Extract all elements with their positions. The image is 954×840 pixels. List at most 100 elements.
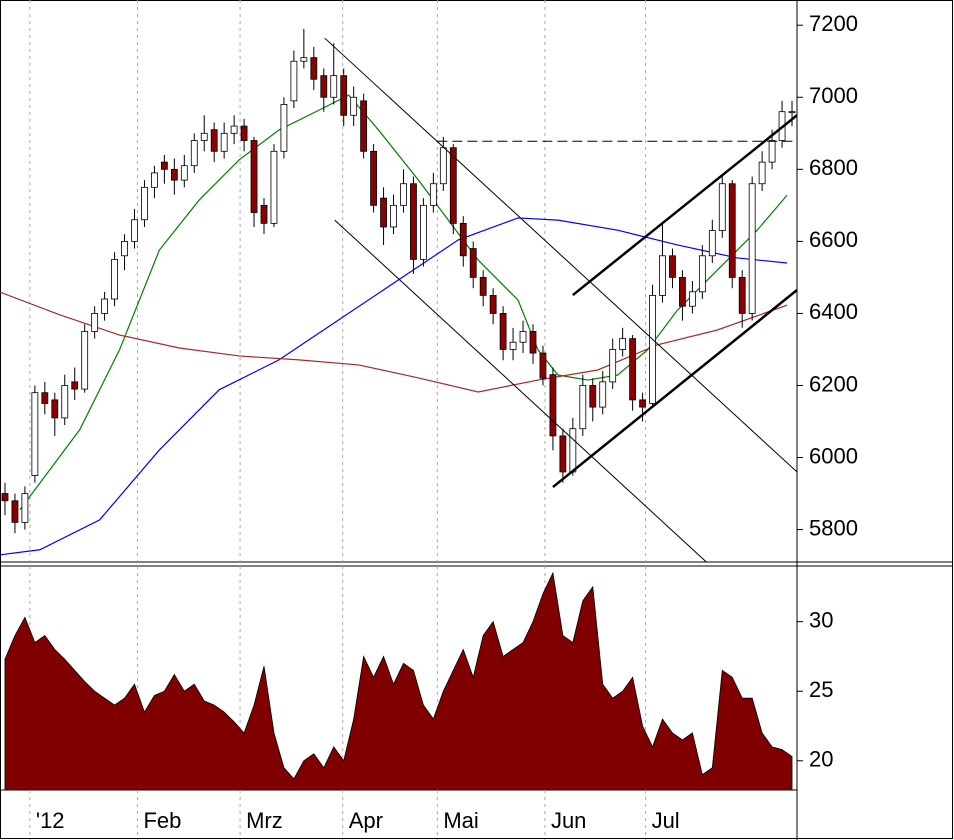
- candle-body: [51, 399, 59, 419]
- candle-body: [340, 75, 348, 116]
- candle-body: [131, 219, 138, 242]
- candle-body: [280, 104, 288, 152]
- candle-body: [559, 435, 567, 473]
- candle-body: [230, 125, 238, 134]
- candle-body: [429, 183, 437, 206]
- candle-body: [180, 165, 188, 181]
- candle-body: [21, 493, 29, 523]
- candle-body: [81, 331, 89, 390]
- candle-body: [599, 381, 607, 408]
- y-tick-label: 6200: [809, 371, 858, 396]
- candle-body: [101, 298, 109, 314]
- candle-body: [698, 255, 706, 293]
- candle-body: [390, 204, 397, 228]
- x-tick-label: Jul: [652, 808, 680, 833]
- candle-body: [539, 352, 547, 379]
- candle-body: [788, 111, 796, 114]
- area: [4, 571, 793, 791]
- candle-body: [479, 276, 487, 296]
- x-tick-label: Apr: [349, 808, 383, 833]
- trend-line: [334, 219, 707, 562]
- candle-body: [509, 341, 517, 350]
- candle-body: [151, 172, 158, 188]
- candle-body: [569, 428, 577, 473]
- candle-body: [688, 291, 696, 307]
- y-tick-label: 6400: [809, 299, 858, 324]
- candle-body: [410, 183, 417, 260]
- candle-body: [61, 385, 69, 419]
- x-tick-label: Mai: [443, 808, 478, 833]
- candle-body: [708, 230, 716, 257]
- candle-body: [639, 399, 646, 408]
- candle-body: [519, 331, 527, 343]
- candle-body: [669, 255, 676, 278]
- moving-average: [19, 94, 788, 511]
- x-tick-label: Mrz: [246, 808, 283, 833]
- x-tick-label: '12: [36, 808, 65, 833]
- candle-body: [589, 385, 597, 408]
- x-tick-label: Jun: [551, 808, 586, 833]
- trend-line: [552, 289, 797, 489]
- candle-body: [300, 57, 308, 62]
- y-tick-label: 6000: [809, 443, 858, 468]
- candle-body: [350, 96, 358, 116]
- y-tick-label: 6600: [809, 227, 858, 252]
- candle-body: [270, 150, 278, 224]
- candle-body: [629, 338, 637, 401]
- candle-body: [489, 295, 497, 314]
- candle-body: [91, 313, 99, 332]
- trend-line: [572, 114, 797, 297]
- candle-body: [31, 392, 39, 476]
- trend-line: [324, 37, 797, 473]
- candle-body: [200, 132, 208, 141]
- candle-body: [210, 129, 218, 152]
- candle-body: [549, 374, 557, 437]
- candle-body: [380, 197, 387, 228]
- candle-body: [529, 331, 537, 354]
- candle-body: [71, 381, 79, 390]
- candle-body: [499, 313, 507, 350]
- y-tick-label: 5800: [809, 515, 858, 540]
- y-tick-label: 7200: [809, 11, 858, 36]
- candle-body: [190, 140, 198, 167]
- candle-body: [121, 240, 128, 257]
- candle-body: [609, 349, 617, 383]
- candle-body: [400, 183, 407, 206]
- candle-body: [330, 75, 338, 98]
- candle-body: [360, 100, 368, 152]
- candle-body: [579, 385, 587, 430]
- candle-body: [728, 183, 736, 278]
- candle-body: [718, 183, 726, 231]
- candle-body: [659, 255, 666, 296]
- candle-body: [170, 168, 178, 181]
- candle-body: [160, 161, 168, 170]
- candle-body: [439, 147, 447, 185]
- moving-average: [0, 217, 788, 556]
- candle-body: [449, 147, 457, 224]
- candle-body: [111, 258, 118, 300]
- candle-body: [250, 140, 258, 213]
- candle-body: [420, 204, 427, 260]
- candle-body: [240, 125, 248, 141]
- candle-body: [41, 392, 49, 404]
- moving-average: [0, 291, 788, 393]
- candle-body: [1, 493, 9, 502]
- candle-body: [738, 276, 746, 314]
- candle-body: [758, 161, 766, 185]
- candle-body: [290, 60, 298, 102]
- candle-body: [768, 140, 776, 163]
- candle-body: [649, 295, 656, 404]
- candle-body: [459, 222, 467, 257]
- candle-body: [748, 183, 756, 314]
- candle-body: [220, 132, 228, 152]
- candle-body: [370, 150, 377, 206]
- y-tick-label: 20: [809, 747, 833, 772]
- x-tick-label: Feb: [143, 808, 181, 833]
- y-tick-label: 7000: [809, 83, 858, 108]
- candle-body: [679, 276, 686, 307]
- candle-body: [469, 248, 477, 278]
- candle-body: [619, 338, 627, 350]
- candle-body: [260, 204, 268, 224]
- candle-body: [11, 500, 19, 523]
